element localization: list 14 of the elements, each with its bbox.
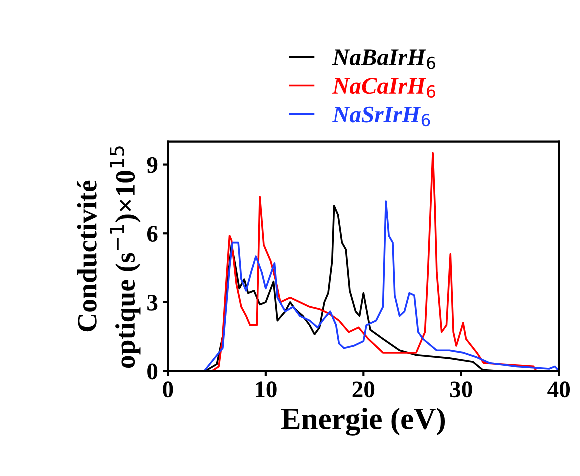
x-tick-label: 0 — [163, 382, 174, 398]
x-axis-title: Energie (eV) — [281, 408, 446, 436]
x-tick-label: 30 — [450, 382, 472, 398]
y-axis-title: Conductivité optique (s$^{−1}$)×10$^{15}$ — [77, 146, 141, 368]
legend-label: NaCaIrH$_{6}$ — [332, 78, 436, 98]
y-tick-label: 6 — [147, 226, 158, 242]
x-tick-label: 20 — [352, 382, 375, 398]
legend-label: NaSrIrH$_{6}$ — [332, 106, 430, 127]
x-tick-label: 10 — [256, 382, 277, 398]
x-tick-label: 40 — [548, 382, 570, 398]
y-tick-label: 9 — [147, 157, 158, 174]
y-tick-label: 3 — [148, 295, 158, 311]
legend-label: NaBaIrH$_{6}$ — [332, 50, 436, 70]
y-tick-label: 0 — [148, 364, 158, 380]
